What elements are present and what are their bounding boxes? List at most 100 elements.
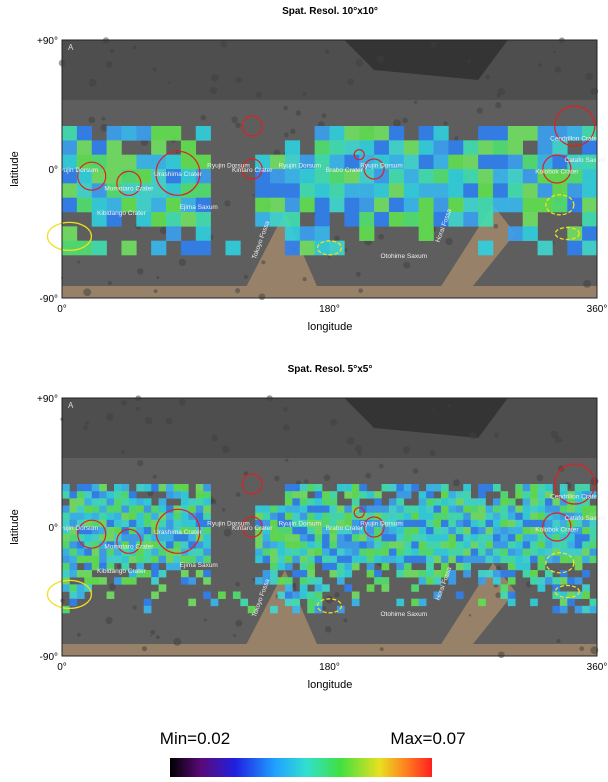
texture-crater xyxy=(432,409,434,411)
spectral-cell xyxy=(434,534,442,541)
texture-crater xyxy=(83,425,87,429)
spectral-cell xyxy=(315,140,330,155)
spectral-cell xyxy=(582,570,590,577)
spectral-cell xyxy=(478,212,493,227)
spectral-cell xyxy=(77,484,85,491)
spectral-cell xyxy=(307,527,315,534)
spectral-cell xyxy=(567,541,575,548)
map: Ryujin DorsumMomotaro CraterKibidango Cr… xyxy=(47,395,605,658)
spectral-cell xyxy=(263,556,271,563)
spectral-cell xyxy=(255,198,270,213)
spectral-cell xyxy=(382,541,390,548)
spectral-cell xyxy=(530,506,538,513)
spectral-cell xyxy=(463,198,478,213)
spectral-cell xyxy=(330,534,338,541)
spectral-cell xyxy=(315,577,323,584)
feature-label: Otohime Saxum xyxy=(381,253,428,260)
texture-crater xyxy=(403,262,410,269)
spectral-cell xyxy=(441,520,449,527)
spectral-cell xyxy=(337,506,345,513)
spectral-cell xyxy=(330,570,338,577)
spectral-cell xyxy=(203,592,211,599)
spectral-cell xyxy=(322,563,330,570)
spectral-cell xyxy=(307,541,315,548)
spectral-cell xyxy=(69,592,77,599)
spectral-cell xyxy=(181,484,189,491)
spectral-cell xyxy=(567,241,582,256)
feature-label: Ejima Saxum xyxy=(180,562,218,569)
spectral-cell xyxy=(211,599,219,606)
spectral-cell xyxy=(389,513,397,520)
spectral-cell xyxy=(255,549,263,556)
texture-crater xyxy=(179,259,186,266)
spectral-cell xyxy=(322,584,330,591)
spectral-cell xyxy=(285,198,300,213)
spectral-cell xyxy=(523,498,531,505)
spectral-cell xyxy=(419,577,427,584)
spectral-cell xyxy=(181,241,196,256)
spectral-cell xyxy=(575,577,583,584)
spectral-cell xyxy=(129,520,137,527)
spectral-cell xyxy=(159,556,167,563)
spectral-cell xyxy=(426,570,434,577)
spectral-cell xyxy=(151,577,159,584)
spectral-cell xyxy=(404,169,419,184)
texture-crater xyxy=(235,288,240,293)
texture-crater xyxy=(222,508,225,511)
spectral-cell xyxy=(322,491,330,498)
texture-crater xyxy=(445,238,452,245)
spectral-cell xyxy=(307,484,315,491)
spectral-cell xyxy=(285,513,293,520)
spectral-cell xyxy=(575,534,583,541)
texture-crater xyxy=(179,399,186,406)
spectral-cell xyxy=(337,556,345,563)
spectral-cell xyxy=(188,577,196,584)
spectral-cell xyxy=(352,484,360,491)
spectral-cell xyxy=(396,541,404,548)
spectral-cell xyxy=(300,169,315,184)
feature-label: Otohime Saxum xyxy=(381,611,428,618)
spectral-cell xyxy=(419,498,427,505)
spectral-cell xyxy=(107,513,115,520)
spectral-cell xyxy=(129,506,137,513)
spectral-cell xyxy=(292,527,300,534)
spectral-cell xyxy=(196,549,204,556)
spectral-cell xyxy=(315,527,323,534)
spectral-cell xyxy=(419,198,434,213)
spectral-cell xyxy=(121,491,129,498)
spectral-cell xyxy=(560,484,568,491)
spectral-cell xyxy=(263,570,271,577)
spectral-cell xyxy=(307,577,315,584)
texture-crater xyxy=(477,108,483,114)
spectral-cell xyxy=(382,556,390,563)
spectral-cell xyxy=(92,241,107,256)
spectral-cell xyxy=(300,541,308,548)
texture-crater xyxy=(356,59,363,66)
spectral-cell xyxy=(114,491,122,498)
spectral-cell xyxy=(330,140,345,155)
spectral-cell xyxy=(538,556,546,563)
feature-label: Brabo Crater xyxy=(326,167,364,174)
spectral-cell xyxy=(270,506,278,513)
spectral-cell xyxy=(285,212,300,227)
spectral-cell xyxy=(300,183,315,198)
spectral-cell xyxy=(188,599,196,606)
spectral-cell xyxy=(523,520,531,527)
texture-crater xyxy=(556,639,560,643)
spectral-cell xyxy=(382,527,390,534)
texture-crater xyxy=(142,646,147,651)
spectral-cell xyxy=(374,549,382,556)
spectral-cell xyxy=(389,183,404,198)
spectral-cell xyxy=(77,513,85,520)
spectral-cell xyxy=(322,513,330,520)
spectral-cell xyxy=(582,606,590,613)
spectral-cell xyxy=(493,126,508,141)
spectral-cell xyxy=(69,570,77,577)
spectral-cell xyxy=(277,592,285,599)
spectral-cell xyxy=(389,484,397,491)
spectral-cell xyxy=(300,527,308,534)
spectral-cell xyxy=(426,513,434,520)
y-tick-label: +90° xyxy=(37,36,58,47)
spectral-cell xyxy=(419,527,427,534)
spectral-cell xyxy=(292,541,300,548)
